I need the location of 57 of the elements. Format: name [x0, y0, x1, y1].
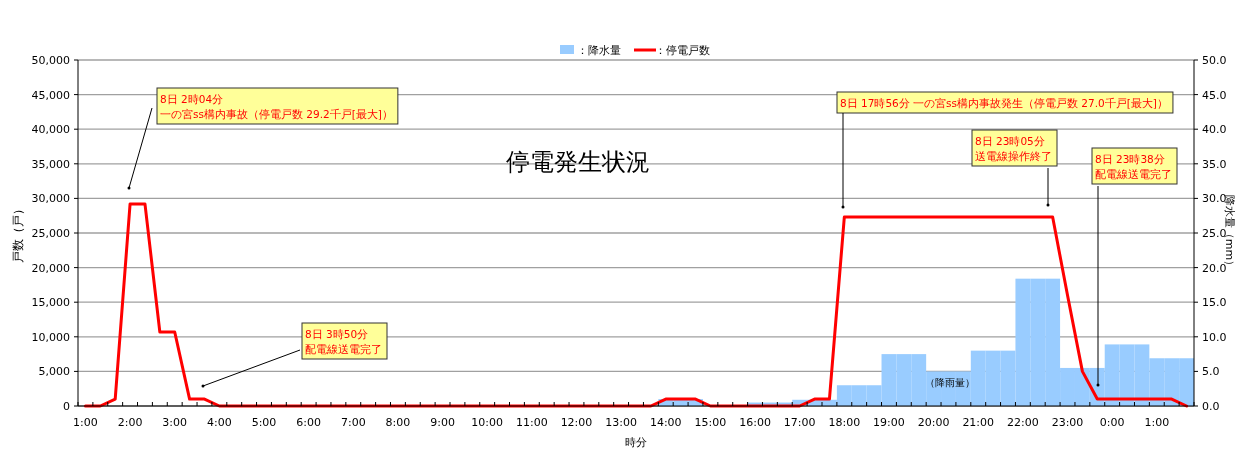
- annotation: 8日 17時56分 一の宮ss構内事故発生（停電戸数 27.0千戸[最大]）: [840, 97, 1168, 109]
- x-tick-label: 0:00: [1099, 416, 1125, 429]
- y2-tick-label: 50.0: [1202, 54, 1227, 67]
- x-tick-label: 22:00: [1007, 416, 1039, 429]
- x-tick-label: 23:00: [1051, 416, 1084, 429]
- x-axis-title: 時分: [625, 436, 647, 449]
- x-tick-label: 10:00: [471, 416, 504, 429]
- x-tick-label: 15:00: [694, 416, 727, 429]
- y2-tick-label: 10.0: [1202, 330, 1227, 344]
- y-tick-label: 20,000: [31, 261, 70, 275]
- text: 停電発生状況: [506, 148, 650, 176]
- x-tick-label: 20:00: [917, 416, 950, 429]
- x-tick-label: 3:00: [162, 416, 188, 429]
- y2-tick-label: 15.0: [1202, 296, 1227, 310]
- annotation: （降雨量）: [925, 377, 975, 388]
- y-tick-label: 35,000: [31, 157, 70, 171]
- y2-tick-label: 5.0: [1202, 365, 1220, 379]
- annotation: 8日 23時05分送電線操作終了: [975, 135, 1052, 162]
- x-tick-label: 21:00: [962, 416, 995, 429]
- y2-tick-label: 0.0: [1202, 400, 1220, 413]
- y-tick-label: 0: [63, 400, 70, 413]
- x-tick-label: 17:00: [783, 416, 816, 429]
- x-tick-label: 5:00: [251, 416, 277, 429]
- x-tick-label: 1:00: [73, 416, 98, 429]
- y2-tick-label: 45.0: [1202, 88, 1227, 102]
- y-tick-label: 10,000: [31, 330, 70, 344]
- x-tick-label: 4:00: [207, 416, 232, 429]
- x-tick-label: 19:00: [873, 416, 905, 429]
- x-tick-label: 12:00: [560, 416, 593, 429]
- y2-tick-label: 25.0: [1202, 227, 1227, 240]
- x-tick-label: 8:00: [385, 416, 411, 429]
- y-tick-label: 50,000: [31, 54, 70, 67]
- y-tick-label: 45,000: [31, 88, 70, 102]
- x-tick-label: 11:00: [515, 416, 548, 429]
- annotation: 8日 3時50分配電線送電完了: [305, 328, 382, 355]
- legend: ：降水量 ：停電戸数: [560, 44, 710, 57]
- x-tick-label: 18:00: [828, 416, 861, 429]
- y-tick-label: 30,000: [31, 192, 70, 206]
- annotation: 8日 23時38分配電線送電完了: [1095, 153, 1172, 180]
- y-tick-label: 5,000: [38, 365, 70, 379]
- legend-label: ：降水量: [577, 44, 621, 57]
- x-tick-label: 6:00: [296, 416, 321, 429]
- y-tick-label: 25,000: [31, 227, 70, 240]
- x-tick-label: 14:00: [649, 416, 682, 429]
- annotation: 8日 2時04分一の宮ss構内事故（停電戸数 29.2千戸[最大]）: [160, 93, 393, 120]
- y-tick-label: 40,000: [31, 123, 70, 137]
- x-tick-label: 7:00: [340, 416, 366, 429]
- y-axis-title: 戸数（戸）: [11, 203, 25, 263]
- y-tick-label: 15,000: [31, 296, 70, 310]
- y2-tick-label: 35.0: [1202, 157, 1227, 171]
- x-tick-label: 13:00: [605, 416, 637, 429]
- x-tick-label: 9:00: [430, 416, 455, 429]
- x-tick-label: 2:00: [117, 416, 143, 429]
- x-tick-label: 1:00: [1144, 416, 1170, 429]
- legend-label: ：停電戸数: [655, 44, 710, 57]
- y2-tick-label: 40.0: [1202, 123, 1227, 137]
- x-tick-label: 16:00: [739, 416, 771, 429]
